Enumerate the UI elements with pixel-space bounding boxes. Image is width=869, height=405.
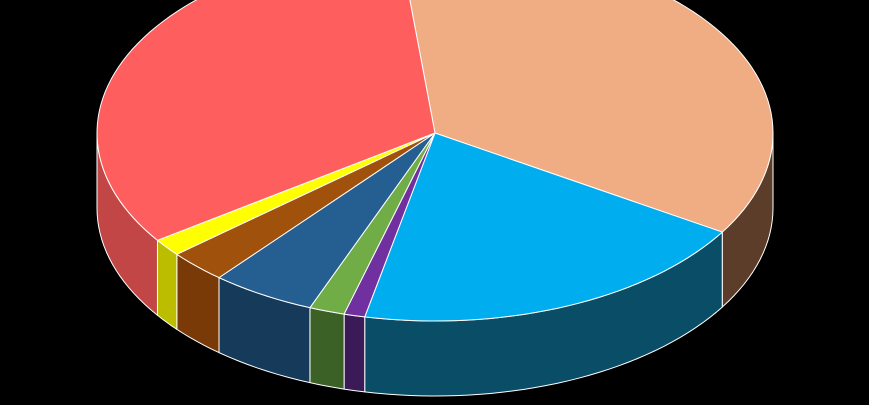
pie-tops [96, 0, 774, 322]
pie-slice-side-3 [343, 313, 366, 393]
pie-slice-side-4 [309, 307, 345, 390]
pie-slice-8 [96, 0, 436, 241]
pie-sides [96, 132, 774, 397]
pie-slice-6 [176, 132, 436, 279]
pie-slice-side-7 [156, 239, 178, 330]
pie-slice-1 [409, 0, 774, 233]
pie-slice-5 [218, 132, 436, 309]
pie-slice-2 [364, 132, 723, 322]
